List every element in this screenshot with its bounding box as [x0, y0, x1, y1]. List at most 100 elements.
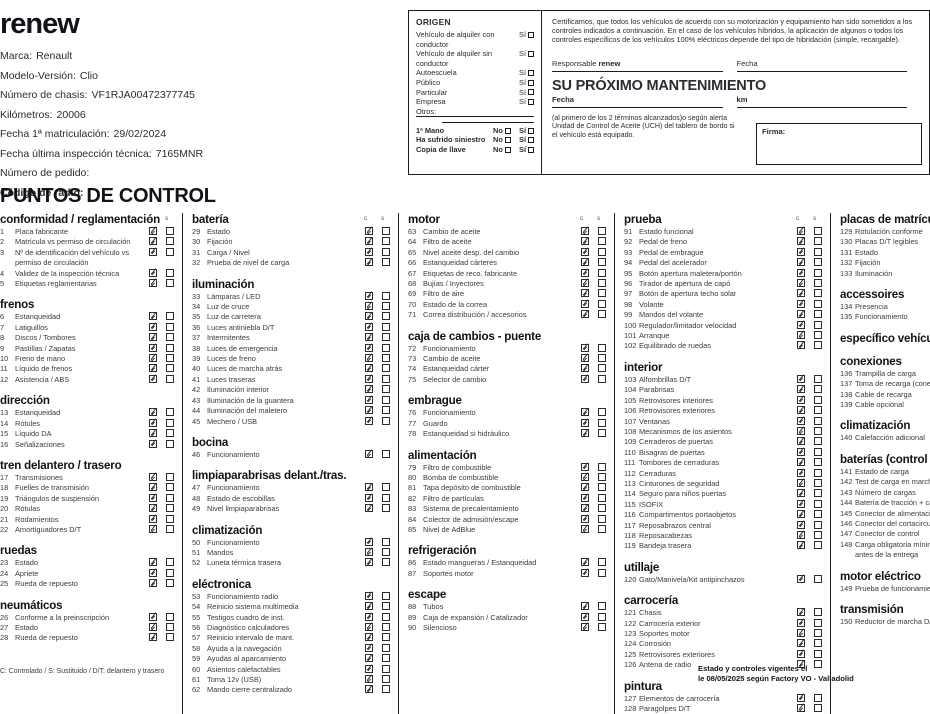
- checkbox-sustituido[interactable]: [814, 608, 822, 617]
- checkbox-sustituido[interactable]: [814, 279, 822, 288]
- checkbox-sustituido[interactable]: [166, 612, 174, 621]
- checkbox-controlado[interactable]: [149, 612, 157, 621]
- checkbox-controlado[interactable]: [365, 247, 373, 256]
- checkbox-controlado[interactable]: [581, 343, 589, 352]
- checkbox-controlado[interactable]: [365, 406, 373, 415]
- checkbox-sustituido[interactable]: [598, 237, 606, 246]
- origen-yes-option[interactable]: Sí: [519, 145, 534, 155]
- checkbox-sustituido[interactable]: [382, 302, 390, 311]
- checkbox-sustituido[interactable]: [382, 675, 390, 683]
- checkbox-sustituido[interactable]: [166, 354, 174, 363]
- checkbox-controlado[interactable]: [365, 483, 373, 492]
- checkbox-sustituido[interactable]: [814, 237, 822, 246]
- checkbox-sustituido[interactable]: [382, 483, 390, 492]
- checkbox-controlado[interactable]: [797, 227, 805, 235]
- checkbox-sustituido[interactable]: [382, 258, 390, 267]
- checkbox-controlado[interactable]: [149, 524, 157, 533]
- checkbox-sustituido[interactable]: [166, 568, 174, 577]
- origen-yes-option[interactable]: Sí: [519, 78, 534, 88]
- checkbox-sustituido[interactable]: [814, 341, 822, 350]
- checkbox-sustituido[interactable]: [382, 558, 390, 567]
- checkbox-sustituido[interactable]: [382, 602, 390, 611]
- checkbox-sustituido[interactable]: [166, 343, 174, 352]
- checkbox-controlado[interactable]: [797, 341, 805, 350]
- checkbox-controlado[interactable]: [581, 268, 589, 277]
- checkbox-controlado[interactable]: [581, 568, 589, 577]
- checkbox-sustituido[interactable]: [814, 426, 822, 435]
- origen-yes-checkbox[interactable]: [528, 79, 534, 86]
- signature-box[interactable]: Firma:: [756, 123, 922, 165]
- checkbox-sustituido[interactable]: [382, 354, 390, 363]
- checkbox-sustituido[interactable]: [382, 247, 390, 256]
- checkbox-sustituido[interactable]: [382, 537, 390, 546]
- checkbox-sustituido[interactable]: [166, 333, 174, 342]
- checkbox-controlado[interactable]: [797, 489, 805, 498]
- checkbox-controlado[interactable]: [149, 558, 157, 567]
- checkbox-controlado[interactable]: [149, 579, 157, 588]
- checkbox-sustituido[interactable]: [166, 408, 174, 417]
- checkbox-sustituido[interactable]: [598, 418, 606, 427]
- checkbox-controlado[interactable]: [581, 462, 589, 471]
- checkbox-controlado[interactable]: [149, 429, 157, 438]
- checkbox-sustituido[interactable]: [814, 489, 822, 498]
- checkbox-controlado[interactable]: [365, 685, 373, 694]
- checkbox-sustituido[interactable]: [166, 279, 174, 288]
- checkbox-sustituido[interactable]: [166, 622, 174, 631]
- checkbox-sustituido[interactable]: [166, 247, 174, 256]
- checkbox-controlado[interactable]: [581, 483, 589, 492]
- checkbox-sustituido[interactable]: [382, 343, 390, 352]
- origen-no-option[interactable]: No: [493, 126, 519, 136]
- origen-yes-checkbox[interactable]: [528, 127, 534, 134]
- checkbox-sustituido[interactable]: [598, 299, 606, 308]
- checkbox-sustituido[interactable]: [814, 458, 822, 467]
- checkbox-controlado[interactable]: [365, 591, 373, 600]
- checkbox-controlado[interactable]: [581, 227, 589, 235]
- checkbox-controlado[interactable]: [797, 704, 805, 713]
- checkbox-controlado[interactable]: [797, 541, 805, 550]
- checkbox-sustituido[interactable]: [814, 510, 822, 519]
- checkbox-controlado[interactable]: [797, 530, 805, 539]
- checkbox-controlado[interactable]: [797, 520, 805, 529]
- checkbox-controlado[interactable]: [581, 622, 589, 631]
- checkbox-sustituido[interactable]: [814, 385, 822, 394]
- origen-yes-checkbox[interactable]: [528, 98, 534, 105]
- vehicle-field-value[interactable]: VF1RJA00472377745: [91, 89, 195, 101]
- origen-no-checkbox[interactable]: [504, 137, 511, 144]
- checkbox-controlado[interactable]: [581, 258, 589, 267]
- checkbox-controlado[interactable]: [149, 514, 157, 523]
- checkbox-sustituido[interactable]: [598, 310, 606, 319]
- checkbox-sustituido[interactable]: [382, 374, 390, 383]
- checkbox-controlado[interactable]: [149, 312, 157, 321]
- checkbox-controlado[interactable]: [797, 629, 805, 637]
- checkbox-controlado[interactable]: [797, 279, 805, 288]
- origen-yes-option[interactable]: Sí: [519, 30, 534, 40]
- checkbox-sustituido[interactable]: [598, 493, 606, 502]
- checkbox-controlado[interactable]: [797, 499, 805, 508]
- checkbox-controlado[interactable]: [581, 418, 589, 427]
- checkbox-sustituido[interactable]: [814, 468, 822, 477]
- checkbox-sustituido[interactable]: [598, 524, 606, 533]
- checkbox-sustituido[interactable]: [814, 320, 822, 329]
- checkbox-controlado[interactable]: [149, 343, 157, 352]
- checkbox-controlado[interactable]: [149, 418, 157, 427]
- checkbox-sustituido[interactable]: [814, 406, 822, 415]
- checkbox-sustituido[interactable]: [598, 472, 606, 481]
- checkbox-controlado[interactable]: [797, 331, 805, 340]
- checkbox-sustituido[interactable]: [382, 612, 390, 621]
- checkbox-sustituido[interactable]: [814, 629, 822, 637]
- checkbox-controlado[interactable]: [365, 302, 373, 311]
- origen-yes-option[interactable]: Sí: [519, 88, 534, 98]
- checkbox-controlado[interactable]: [581, 504, 589, 513]
- checkbox-controlado[interactable]: [365, 547, 373, 556]
- origen-yes-option[interactable]: Sí: [519, 49, 534, 59]
- checkbox-sustituido[interactable]: [598, 408, 606, 417]
- origen-yes-option[interactable]: Sí: [519, 97, 534, 107]
- checkbox-sustituido[interactable]: [598, 227, 606, 235]
- checkbox-sustituido[interactable]: [382, 685, 390, 694]
- checkbox-controlado[interactable]: [149, 374, 157, 383]
- checkbox-controlado[interactable]: [797, 478, 805, 487]
- checkbox-controlado[interactable]: [797, 310, 805, 319]
- checkbox-sustituido[interactable]: [166, 633, 174, 642]
- checkbox-sustituido[interactable]: [598, 602, 606, 611]
- checkbox-controlado[interactable]: [797, 458, 805, 467]
